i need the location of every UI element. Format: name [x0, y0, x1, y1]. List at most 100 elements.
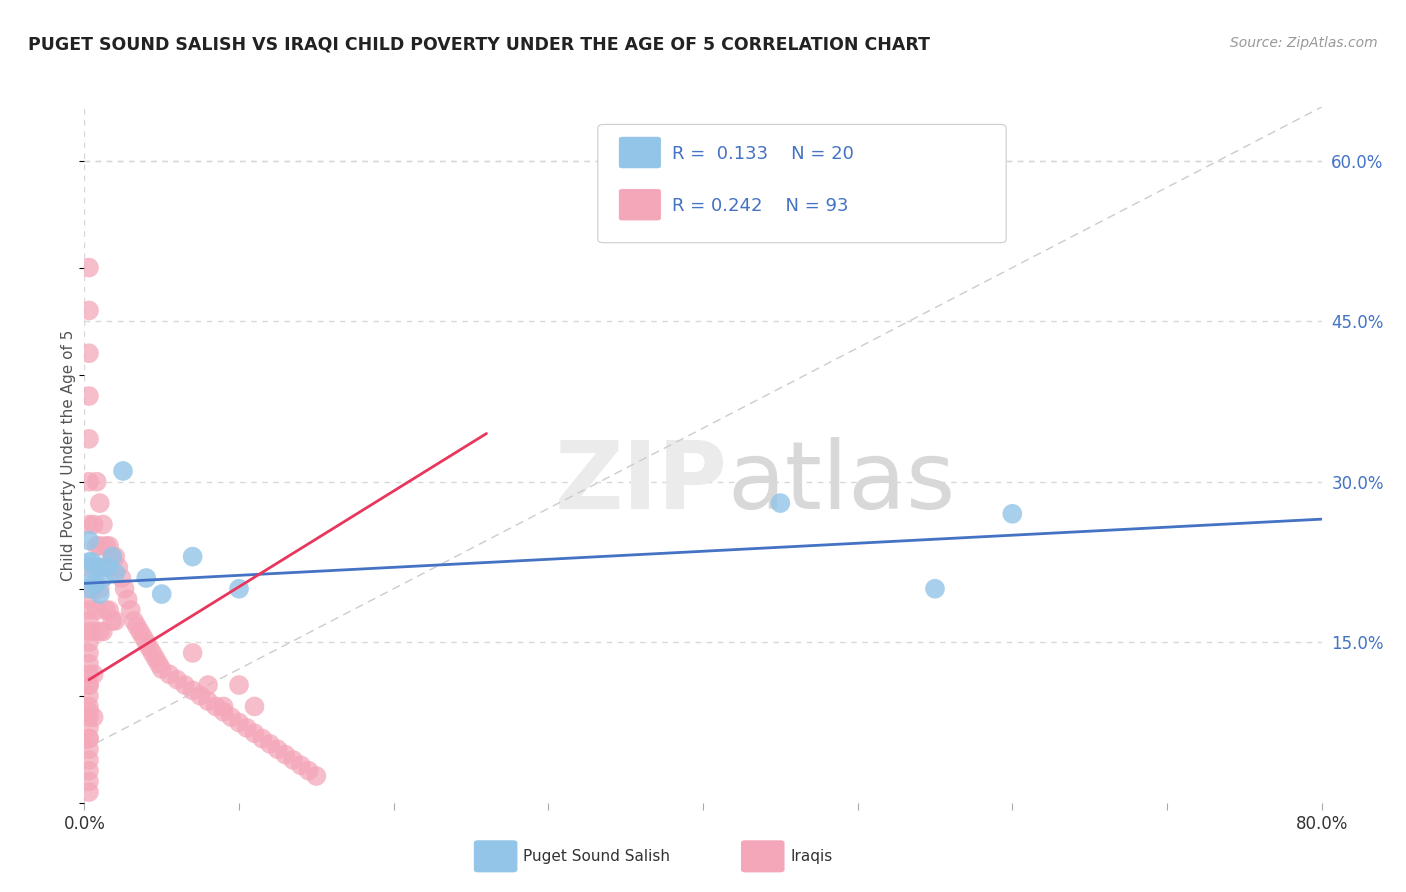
- Y-axis label: Child Poverty Under the Age of 5: Child Poverty Under the Age of 5: [60, 329, 76, 581]
- Point: [132, 630, 155, 644]
- Point: [104, 614, 127, 628]
- Point: [77, 764, 100, 778]
- Point: [77, 699, 100, 714]
- Point: [181, 683, 204, 698]
- Point: [77, 592, 100, 607]
- Point: [77, 635, 100, 649]
- Text: Iraqis: Iraqis: [790, 849, 832, 863]
- Point: [77, 678, 100, 692]
- Point: [77, 582, 100, 596]
- Point: [150, 662, 173, 676]
- Point: [101, 549, 124, 564]
- Point: [77, 303, 100, 318]
- Point: [77, 710, 100, 724]
- Point: [97, 560, 120, 574]
- Point: [110, 571, 132, 585]
- Text: ZIP: ZIP: [555, 437, 728, 529]
- Point: [89, 582, 111, 596]
- Point: [197, 694, 219, 708]
- Point: [188, 689, 212, 703]
- Point: [243, 726, 266, 740]
- Point: [77, 705, 100, 719]
- Point: [89, 624, 111, 639]
- Point: [77, 614, 100, 628]
- Point: [129, 624, 152, 639]
- Point: [197, 678, 219, 692]
- FancyBboxPatch shape: [619, 136, 661, 169]
- Point: [267, 742, 290, 756]
- Point: [101, 549, 124, 564]
- Point: [228, 678, 250, 692]
- Point: [141, 646, 163, 660]
- Point: [77, 657, 100, 671]
- Point: [125, 619, 148, 633]
- Point: [221, 710, 243, 724]
- Point: [205, 699, 228, 714]
- Point: [91, 560, 114, 574]
- Point: [122, 614, 145, 628]
- Point: [77, 689, 100, 703]
- Point: [112, 464, 135, 478]
- Point: [236, 721, 259, 735]
- Text: atlas: atlas: [728, 437, 956, 529]
- Point: [1001, 507, 1024, 521]
- Point: [305, 769, 328, 783]
- Point: [148, 657, 170, 671]
- Point: [120, 603, 142, 617]
- Point: [114, 582, 136, 596]
- FancyBboxPatch shape: [619, 189, 661, 220]
- Point: [77, 432, 100, 446]
- Point: [77, 678, 100, 692]
- Point: [86, 539, 108, 553]
- Point: [89, 539, 111, 553]
- Point: [138, 640, 160, 655]
- Point: [104, 549, 127, 564]
- Point: [145, 651, 167, 665]
- Point: [77, 731, 100, 746]
- Point: [77, 346, 100, 360]
- Point: [77, 389, 100, 403]
- Point: [290, 758, 312, 772]
- Point: [159, 667, 181, 681]
- Point: [174, 678, 197, 692]
- Point: [77, 667, 100, 681]
- Point: [83, 582, 105, 596]
- Point: [82, 555, 104, 569]
- Point: [117, 592, 139, 607]
- Point: [89, 587, 111, 601]
- Point: [77, 260, 100, 275]
- Text: PUGET SOUND SALISH VS IRAQI CHILD POVERTY UNDER THE AGE OF 5 CORRELATION CHART: PUGET SOUND SALISH VS IRAQI CHILD POVERT…: [28, 36, 931, 54]
- Text: R =  0.133    N = 20: R = 0.133 N = 20: [672, 145, 853, 163]
- Point: [135, 571, 157, 585]
- Point: [252, 731, 274, 746]
- Text: Puget Sound Salish: Puget Sound Salish: [523, 849, 671, 863]
- Point: [91, 517, 114, 532]
- Point: [77, 624, 100, 639]
- Point: [181, 646, 204, 660]
- Point: [101, 614, 124, 628]
- Point: [150, 587, 173, 601]
- Point: [98, 603, 121, 617]
- Point: [166, 673, 188, 687]
- Point: [83, 624, 105, 639]
- Point: [228, 582, 250, 596]
- Point: [77, 721, 100, 735]
- Point: [107, 560, 129, 574]
- Point: [77, 646, 100, 660]
- Text: Source: ZipAtlas.com: Source: ZipAtlas.com: [1230, 36, 1378, 50]
- Point: [77, 731, 100, 746]
- Point: [104, 566, 127, 580]
- Point: [86, 603, 108, 617]
- Point: [82, 571, 104, 585]
- Point: [86, 560, 108, 574]
- Point: [89, 496, 111, 510]
- Point: [91, 571, 114, 585]
- Point: [181, 549, 204, 564]
- Point: [77, 742, 100, 756]
- Point: [77, 774, 100, 789]
- Point: [84, 576, 107, 591]
- Point: [94, 539, 117, 553]
- Point: [77, 753, 100, 767]
- Point: [77, 603, 100, 617]
- Point: [298, 764, 321, 778]
